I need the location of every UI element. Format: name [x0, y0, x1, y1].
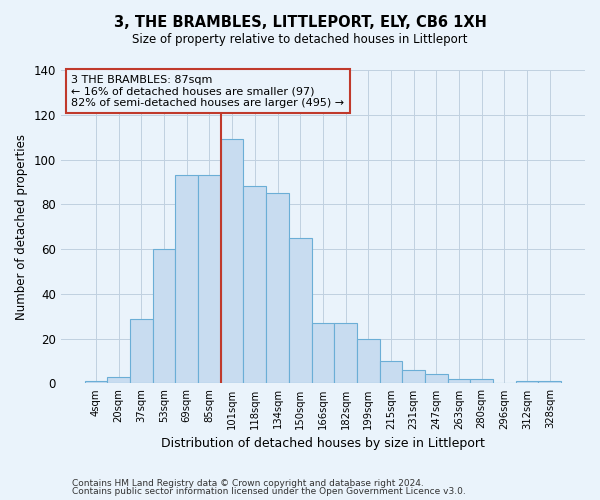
Bar	[516, 381, 538, 384]
Bar	[470, 379, 493, 384]
Bar	[448, 379, 470, 384]
Bar	[380, 361, 403, 384]
Bar	[130, 318, 152, 384]
Text: Size of property relative to detached houses in Littleport: Size of property relative to detached ho…	[132, 32, 468, 46]
Bar	[403, 370, 425, 384]
Bar	[311, 323, 334, 384]
Text: 3 THE BRAMBLES: 87sqm
← 16% of detached houses are smaller (97)
82% of semi-deta: 3 THE BRAMBLES: 87sqm ← 16% of detached …	[71, 74, 344, 108]
Bar	[175, 175, 198, 384]
Text: 3, THE BRAMBLES, LITTLEPORT, ELY, CB6 1XH: 3, THE BRAMBLES, LITTLEPORT, ELY, CB6 1X…	[113, 15, 487, 30]
Y-axis label: Number of detached properties: Number of detached properties	[15, 134, 28, 320]
X-axis label: Distribution of detached houses by size in Littleport: Distribution of detached houses by size …	[161, 437, 485, 450]
Bar	[107, 376, 130, 384]
Bar	[334, 323, 357, 384]
Bar	[425, 374, 448, 384]
Bar	[357, 338, 380, 384]
Bar	[152, 249, 175, 384]
Bar	[85, 381, 107, 384]
Bar	[221, 140, 244, 384]
Bar	[198, 175, 221, 384]
Text: Contains public sector information licensed under the Open Government Licence v3: Contains public sector information licen…	[72, 487, 466, 496]
Bar	[266, 193, 289, 384]
Bar	[538, 381, 561, 384]
Text: Contains HM Land Registry data © Crown copyright and database right 2024.: Contains HM Land Registry data © Crown c…	[72, 478, 424, 488]
Bar	[289, 238, 311, 384]
Bar	[244, 186, 266, 384]
